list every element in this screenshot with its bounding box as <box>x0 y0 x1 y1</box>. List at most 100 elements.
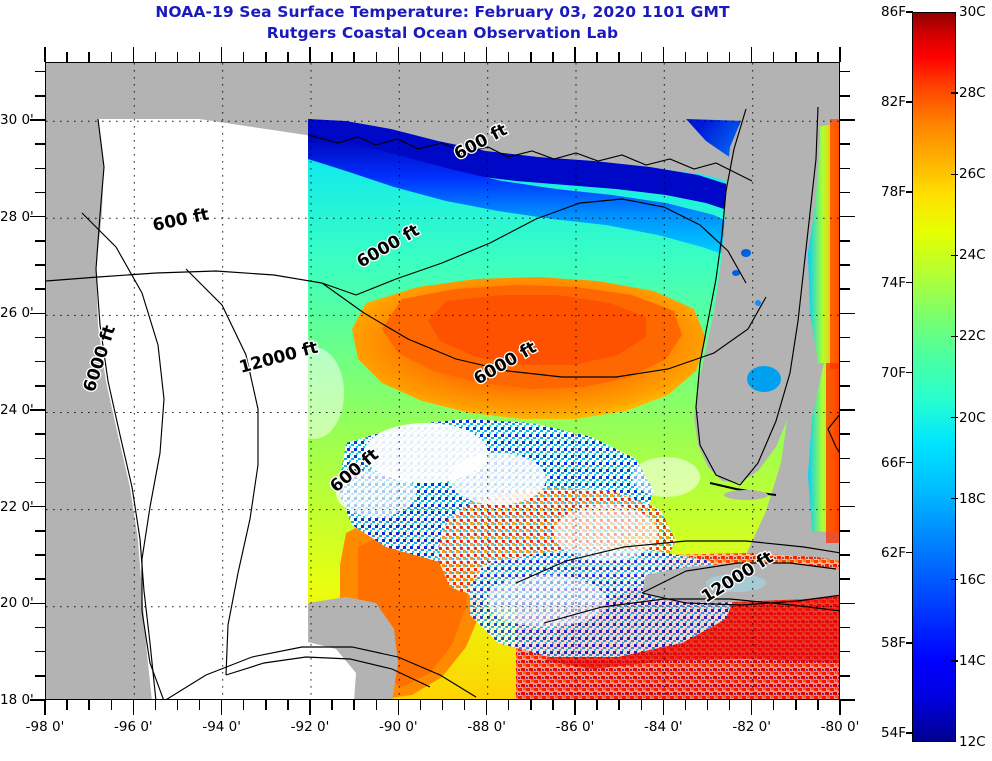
colorbar-tick-celsius: 20C <box>959 409 986 426</box>
y-axis-tick <box>35 530 45 532</box>
y-axis-tick <box>35 554 45 556</box>
colorbar-tick-celsius: 18C <box>959 490 986 507</box>
y-axis-tick <box>840 312 855 315</box>
x-axis-tick <box>552 52 554 62</box>
y-axis-tick <box>840 119 855 121</box>
y-axis-tick <box>35 288 45 290</box>
colorbar-tick-fahrenheit: 70F <box>881 364 906 381</box>
x-axis-tick <box>88 700 90 710</box>
x-axis-tick <box>795 52 797 62</box>
colorbar-tick-mark <box>951 173 958 175</box>
sst-map-canvas: 600 ft 600 ft 600 ft 6000 ft 6000 ft 600… <box>46 63 839 699</box>
y-axis-tick <box>840 505 855 508</box>
colorbar-tick-fahrenheit: 66F <box>881 454 906 471</box>
x-axis-tick <box>331 52 333 62</box>
x-axis-tick <box>309 47 311 62</box>
colorbar-tick-mark <box>951 660 958 662</box>
x-axis-tick <box>662 47 665 62</box>
x-axis-tick <box>265 52 267 62</box>
y-axis-tick <box>30 312 45 315</box>
colorbar-tick-mark <box>906 371 913 374</box>
y-axis-tick <box>840 650 850 653</box>
y-axis-tick <box>35 578 45 580</box>
x-axis-tick <box>154 52 157 62</box>
x-axis-tick <box>419 700 422 710</box>
y-axis-label: 18 0' <box>0 692 34 708</box>
y-axis-tick <box>840 409 855 411</box>
x-axis-label: -90 0' <box>379 719 418 735</box>
x-axis-tick <box>817 700 819 710</box>
x-axis-tick <box>706 52 709 62</box>
y-axis-tick <box>35 336 45 339</box>
x-axis-tick <box>44 47 46 62</box>
y-axis-tick <box>30 602 45 605</box>
colorbar-tick-mark <box>906 461 913 464</box>
x-axis-tick <box>596 700 598 710</box>
x-axis-tick <box>618 52 620 62</box>
x-axis-tick <box>728 700 731 710</box>
x-axis-tick <box>309 700 311 715</box>
x-axis-label: -98 0' <box>25 719 65 735</box>
y-axis-tick <box>35 457 45 460</box>
x-axis-tick <box>176 52 179 62</box>
x-axis-label: -88 0' <box>467 719 506 735</box>
y-axis-tick <box>840 191 850 194</box>
y-axis-label: 20 0' <box>0 595 34 612</box>
colorbar-tick-fahrenheit: 54F <box>881 725 906 742</box>
y-axis-tick <box>35 191 45 194</box>
x-axis-tick <box>88 52 90 62</box>
colorbar-tick-mark <box>906 191 913 193</box>
y-axis-tick <box>840 530 850 532</box>
x-axis-tick <box>750 47 753 62</box>
y-axis-tick <box>840 699 855 701</box>
y-axis-tick <box>30 699 45 701</box>
x-axis-label: -86 0' <box>555 719 595 735</box>
x-axis-tick <box>463 52 466 62</box>
colorbar-tick-celsius: 22C <box>959 328 986 345</box>
colorbar-tick-mark <box>906 11 913 13</box>
x-axis-tick <box>684 700 687 710</box>
x-axis-tick <box>485 700 488 715</box>
colorbar-tick-mark <box>906 101 913 103</box>
colorbar-tick-mark <box>951 254 958 257</box>
x-axis-tick <box>773 700 775 710</box>
y-axis-tick <box>35 70 45 73</box>
colorbar-tick-fahrenheit: 58F <box>881 635 906 652</box>
colorbar-tick-fahrenheit: 62F <box>881 544 906 561</box>
x-axis-tick <box>530 52 532 62</box>
y-axis-tick <box>35 240 45 242</box>
x-axis-tick <box>530 700 532 710</box>
y-axis-tick <box>840 336 850 339</box>
x-axis-tick <box>839 700 841 715</box>
x-axis-tick <box>243 700 245 710</box>
title-line-1: NOAA-19 Sea Surface Temperature: Februar… <box>155 3 730 21</box>
x-axis-tick <box>750 700 753 715</box>
y-axis-tick <box>840 240 850 242</box>
y-axis-tick <box>840 385 850 387</box>
y-axis-tick <box>840 457 850 460</box>
x-axis-label: -84 0' <box>644 719 683 735</box>
x-axis-tick <box>618 700 620 710</box>
x-axis-tick <box>817 52 819 62</box>
x-axis-tick <box>44 700 46 715</box>
x-axis-tick <box>220 700 223 715</box>
x-axis-tick <box>265 700 267 710</box>
x-axis-tick <box>684 52 687 62</box>
colorbar-tick-mark <box>906 732 913 734</box>
x-axis-tick <box>640 700 642 710</box>
x-axis-tick <box>132 47 135 62</box>
colorbar-tick-mark <box>906 281 913 284</box>
y-axis-tick <box>35 433 45 435</box>
colorbar-tick-mark <box>951 92 958 94</box>
colorbar-tick-mark <box>951 335 958 338</box>
x-axis-tick <box>485 47 488 62</box>
y-axis-label: 28 0' <box>0 208 34 225</box>
x-axis-tick <box>375 52 377 62</box>
x-axis-tick <box>574 47 576 62</box>
x-axis-tick <box>728 52 731 62</box>
x-axis-label: -92 0' <box>290 719 330 735</box>
x-axis-tick <box>508 52 510 62</box>
x-axis-tick <box>839 47 841 62</box>
y-axis-tick <box>840 167 850 170</box>
x-axis-tick <box>198 700 201 710</box>
